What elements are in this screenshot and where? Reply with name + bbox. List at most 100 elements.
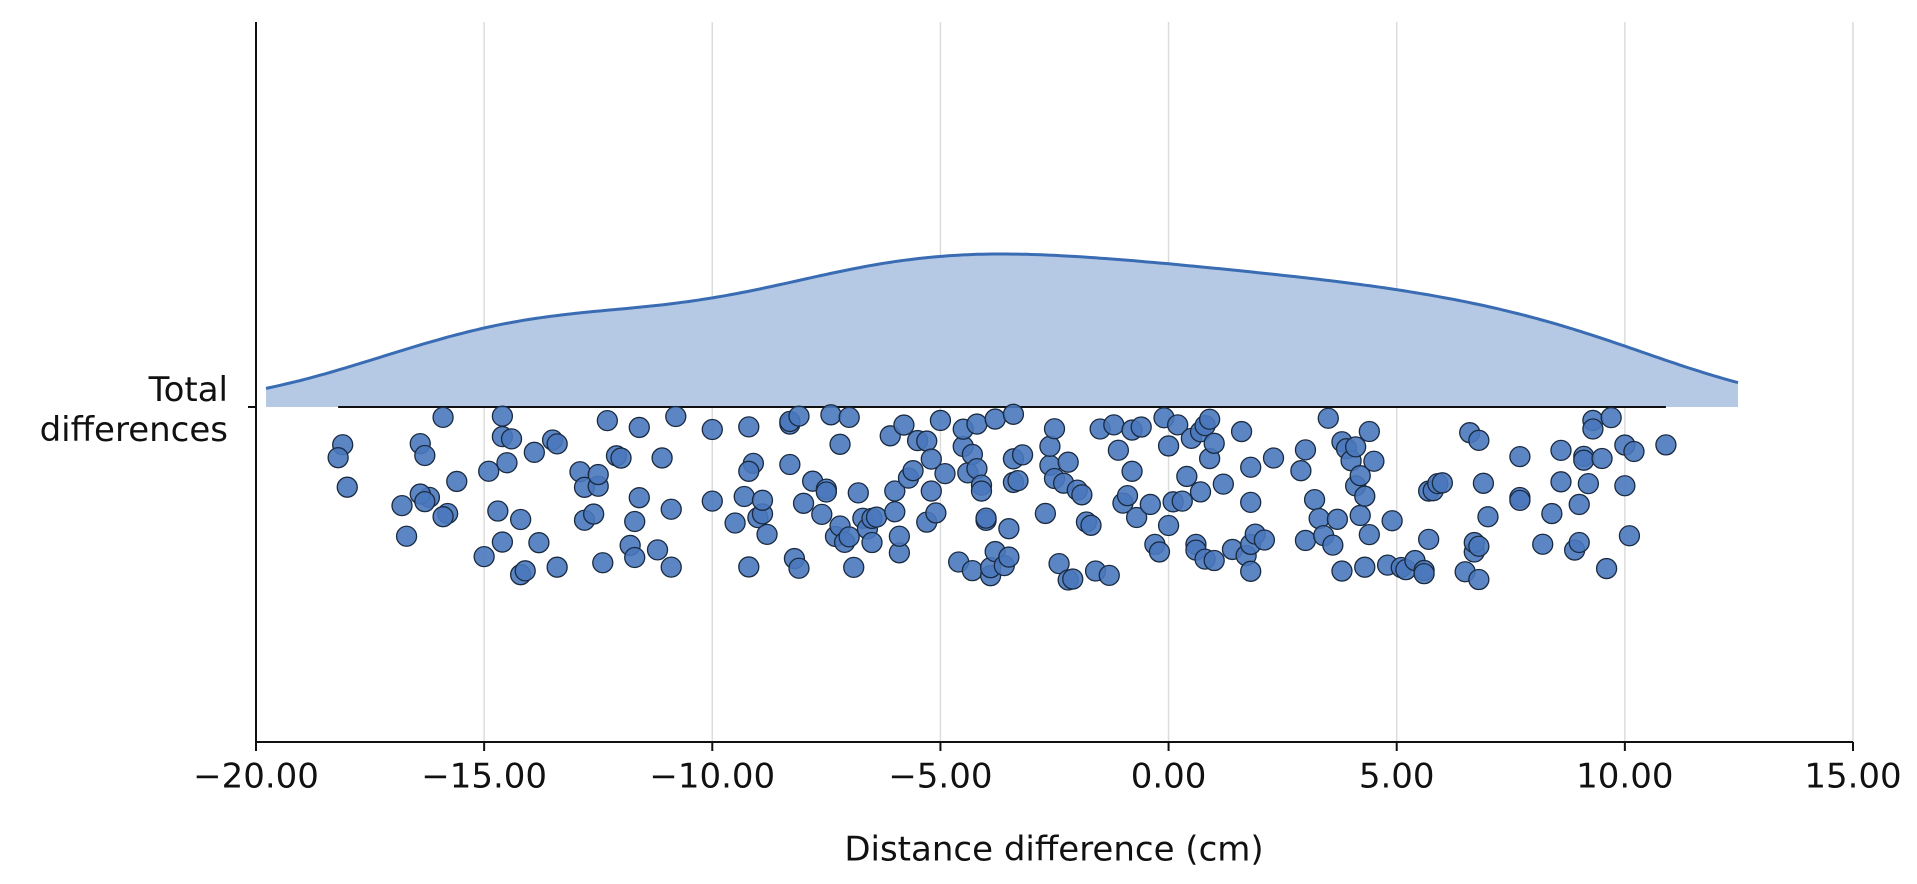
data-point: [395, 525, 418, 547]
data-point: [738, 556, 760, 578]
data-point: [624, 510, 646, 533]
data-point: [1614, 475, 1636, 497]
data-point: [1203, 432, 1225, 454]
data-point: [1048, 552, 1070, 575]
data-point: [902, 460, 924, 482]
data-point: [1468, 568, 1490, 591]
data-point: [446, 470, 468, 493]
data-point: [1317, 407, 1339, 429]
data-point: [788, 557, 810, 579]
data-point: [1582, 418, 1604, 440]
data-point: [509, 508, 532, 531]
data-point: [884, 501, 906, 523]
data-point: [1331, 560, 1353, 582]
data-point: [966, 413, 988, 435]
data-point: [1240, 560, 1262, 582]
data-point: [1002, 403, 1025, 425]
data-point: [1057, 451, 1079, 473]
data-point: [596, 409, 618, 432]
data-point: [514, 560, 536, 582]
data-point: [1294, 529, 1317, 552]
data-point: [1358, 523, 1380, 546]
x-tick-label: 0.00: [1131, 757, 1207, 797]
x-tick-label: 15.00: [1804, 757, 1901, 797]
data-point: [1189, 481, 1212, 503]
data-point: [1344, 436, 1367, 458]
data-point: [738, 416, 760, 438]
data-point: [1230, 420, 1253, 443]
data-point: [1107, 439, 1130, 461]
data-point: [1071, 484, 1093, 506]
data-point: [811, 503, 833, 526]
data-point: [838, 526, 860, 548]
data-point: [975, 507, 997, 529]
data-point: [916, 430, 938, 452]
data-point: [920, 448, 942, 470]
data-point: [820, 404, 842, 426]
data-point: [1472, 472, 1495, 494]
data-point: [1157, 435, 1180, 457]
data-point: [1509, 445, 1531, 468]
data-point: [847, 482, 869, 504]
data-point: [733, 485, 755, 508]
data-point: [1354, 485, 1376, 507]
density-area: [266, 254, 1739, 407]
data-point: [491, 531, 514, 553]
data-point: [815, 481, 838, 503]
data-point: [1431, 472, 1453, 494]
data-point: [792, 492, 815, 514]
data-point: [1322, 534, 1344, 556]
data-point: [884, 480, 906, 502]
data-point: [998, 546, 1020, 568]
data-point: [1262, 447, 1285, 469]
x-tick-label: −5.00: [888, 757, 992, 797]
density-line: [265, 252, 1739, 390]
x-tick-label: 5.00: [1359, 757, 1435, 797]
data-point: [432, 506, 454, 528]
data-point: [701, 418, 723, 441]
data-point: [500, 428, 523, 450]
data-point: [592, 552, 614, 574]
data-point: [724, 512, 746, 534]
data-point: [646, 539, 669, 561]
data-point: [1595, 557, 1618, 580]
category-label: Total differences: [39, 370, 228, 450]
data-point: [473, 545, 495, 568]
data-point: [1568, 493, 1590, 516]
data-point: [1591, 447, 1613, 470]
data-point: [1130, 416, 1152, 438]
data-point: [1062, 568, 1084, 590]
data-point: [1103, 414, 1125, 436]
data-point: [1418, 528, 1440, 551]
data-point: [1477, 506, 1499, 528]
data-point: [1176, 465, 1198, 488]
data-point: [1363, 450, 1385, 472]
data-point: [336, 476, 358, 498]
data-point: [925, 502, 947, 524]
data-point: [414, 491, 436, 513]
data-point: [583, 503, 605, 525]
data-point: [624, 546, 646, 569]
data-point: [1240, 491, 1262, 514]
data-point: [1541, 502, 1563, 525]
data-point: [1381, 510, 1403, 532]
data-point: [861, 531, 883, 554]
data-point: [1509, 489, 1531, 511]
x-tick-label: −10.00: [649, 757, 775, 797]
data-point: [528, 532, 550, 554]
data-point: [432, 406, 454, 428]
data-point: [1354, 556, 1376, 578]
data-point: [1303, 488, 1326, 511]
data-point: [587, 463, 609, 486]
data-point: [660, 556, 682, 578]
data-point: [1349, 504, 1371, 527]
data-point: [1034, 502, 1057, 525]
data-point: [1080, 514, 1102, 536]
data-point: [970, 480, 993, 502]
data-point: [391, 494, 413, 517]
data-point: [998, 518, 1020, 540]
data-point: [838, 406, 860, 428]
data-point: [1358, 420, 1380, 443]
